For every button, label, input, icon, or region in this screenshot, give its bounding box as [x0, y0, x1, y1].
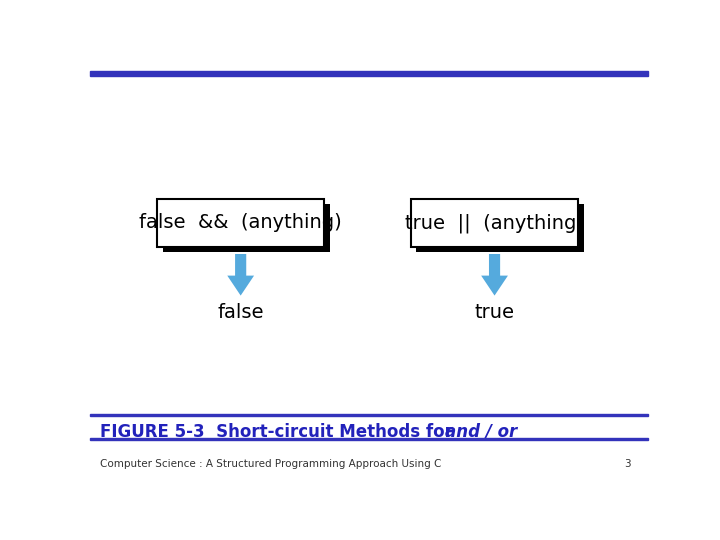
- Text: and / or: and / or: [446, 422, 518, 441]
- Text: true: true: [474, 303, 515, 322]
- Text: 3: 3: [625, 459, 631, 469]
- Bar: [416, 204, 584, 252]
- Bar: [90, 438, 648, 440]
- Text: true  ||  (anything): true || (anything): [405, 213, 584, 233]
- Text: false: false: [217, 303, 264, 322]
- FancyArrow shape: [228, 254, 254, 295]
- Text: false  &&  (anything): false && (anything): [139, 213, 342, 232]
- Bar: [157, 199, 324, 247]
- Bar: [90, 71, 648, 77]
- Text: Computer Science : A Structured Programming Approach Using C: Computer Science : A Structured Programm…: [100, 459, 441, 469]
- Bar: [411, 199, 578, 247]
- Text: FIGURE 5-3  Short-circuit Methods for: FIGURE 5-3 Short-circuit Methods for: [100, 422, 459, 441]
- Bar: [90, 415, 648, 416]
- Bar: [163, 204, 330, 252]
- FancyArrow shape: [481, 254, 508, 295]
